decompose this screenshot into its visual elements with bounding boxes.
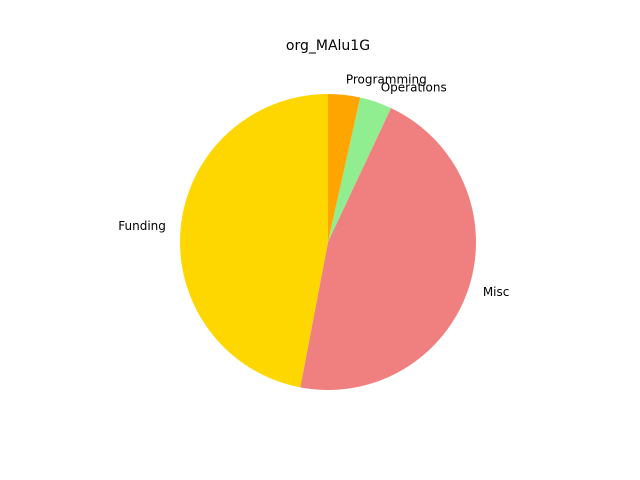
pie-slice-misc	[300, 108, 476, 391]
pie-label-misc: Misc	[483, 285, 510, 299]
pie-label-programming: Programming	[346, 73, 427, 87]
pie-label-operations: Operations	[381, 80, 447, 94]
pie-slice-programming	[328, 93, 361, 242]
pie-label-funding: Funding	[118, 219, 166, 233]
pie-slice-funding	[179, 94, 328, 388]
pie-slices	[179, 93, 476, 391]
chart-title: org_MAlu1G	[286, 38, 370, 54]
pie-slice-operations	[328, 97, 392, 242]
